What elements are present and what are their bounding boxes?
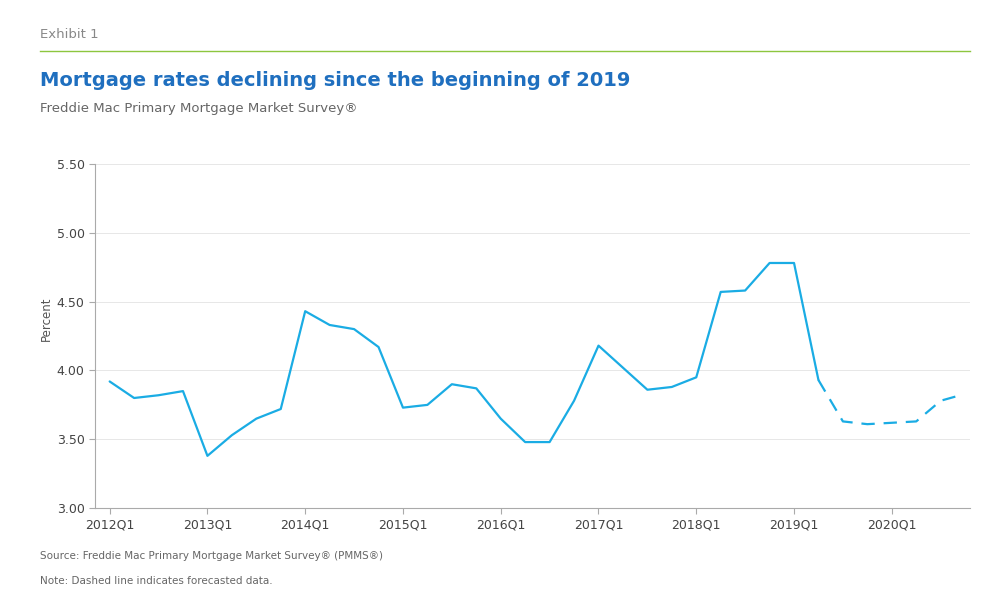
Text: Source: Freddie Mac Primary Mortgage Market Survey® (PMMS®): Source: Freddie Mac Primary Mortgage Mar…: [40, 551, 383, 561]
Text: Mortgage rates declining since the beginning of 2019: Mortgage rates declining since the begin…: [40, 71, 630, 90]
Text: Exhibit 1: Exhibit 1: [40, 28, 99, 41]
Y-axis label: Percent: Percent: [39, 296, 52, 341]
Text: Freddie Mac Primary Mortgage Market Survey®: Freddie Mac Primary Mortgage Market Surv…: [40, 102, 358, 115]
Text: Note: Dashed line indicates forecasted data.: Note: Dashed line indicates forecasted d…: [40, 576, 273, 586]
